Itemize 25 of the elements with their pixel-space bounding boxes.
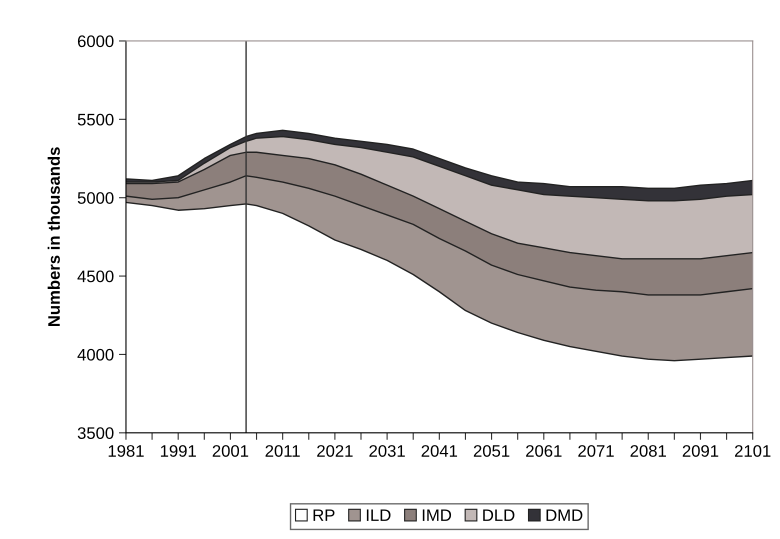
x-tick-label: 2061 xyxy=(526,445,562,457)
x-tick-label: 2101 xyxy=(735,445,770,457)
x-tick-label: 2051 xyxy=(474,445,510,457)
x-tick-label: 1981 xyxy=(108,445,144,457)
x-tick-label: 2011 xyxy=(266,445,300,457)
x-tick-label: 1991 xyxy=(160,445,196,457)
x-tick-label: 2071 xyxy=(578,445,614,457)
x-tick-label: 2021 xyxy=(317,445,353,457)
y-tick-label: 5000 xyxy=(78,192,114,204)
y-tick-label: 4500 xyxy=(77,270,114,282)
legend-label: RP xyxy=(314,509,334,521)
y-axis-title: Numbers in thousands xyxy=(48,147,60,326)
y-tick-label: 3500 xyxy=(78,427,114,440)
x-tick-label: 2041 xyxy=(422,445,458,457)
y-tick-label: 5500 xyxy=(78,114,114,126)
legend-label: DLD xyxy=(483,509,514,521)
y-tick-label: 4000 xyxy=(77,348,114,361)
x-tick-label: 2001 xyxy=(212,445,248,457)
x-tick-label: 2031 xyxy=(369,445,405,457)
legend-label: IMD xyxy=(422,509,452,521)
y-tick-label: 6000 xyxy=(78,35,114,48)
x-tick-label: 2091 xyxy=(682,445,718,457)
legend-label: ILD xyxy=(366,509,390,521)
legend-label: DMD xyxy=(546,509,582,521)
x-tick-label: 2081 xyxy=(630,445,666,457)
